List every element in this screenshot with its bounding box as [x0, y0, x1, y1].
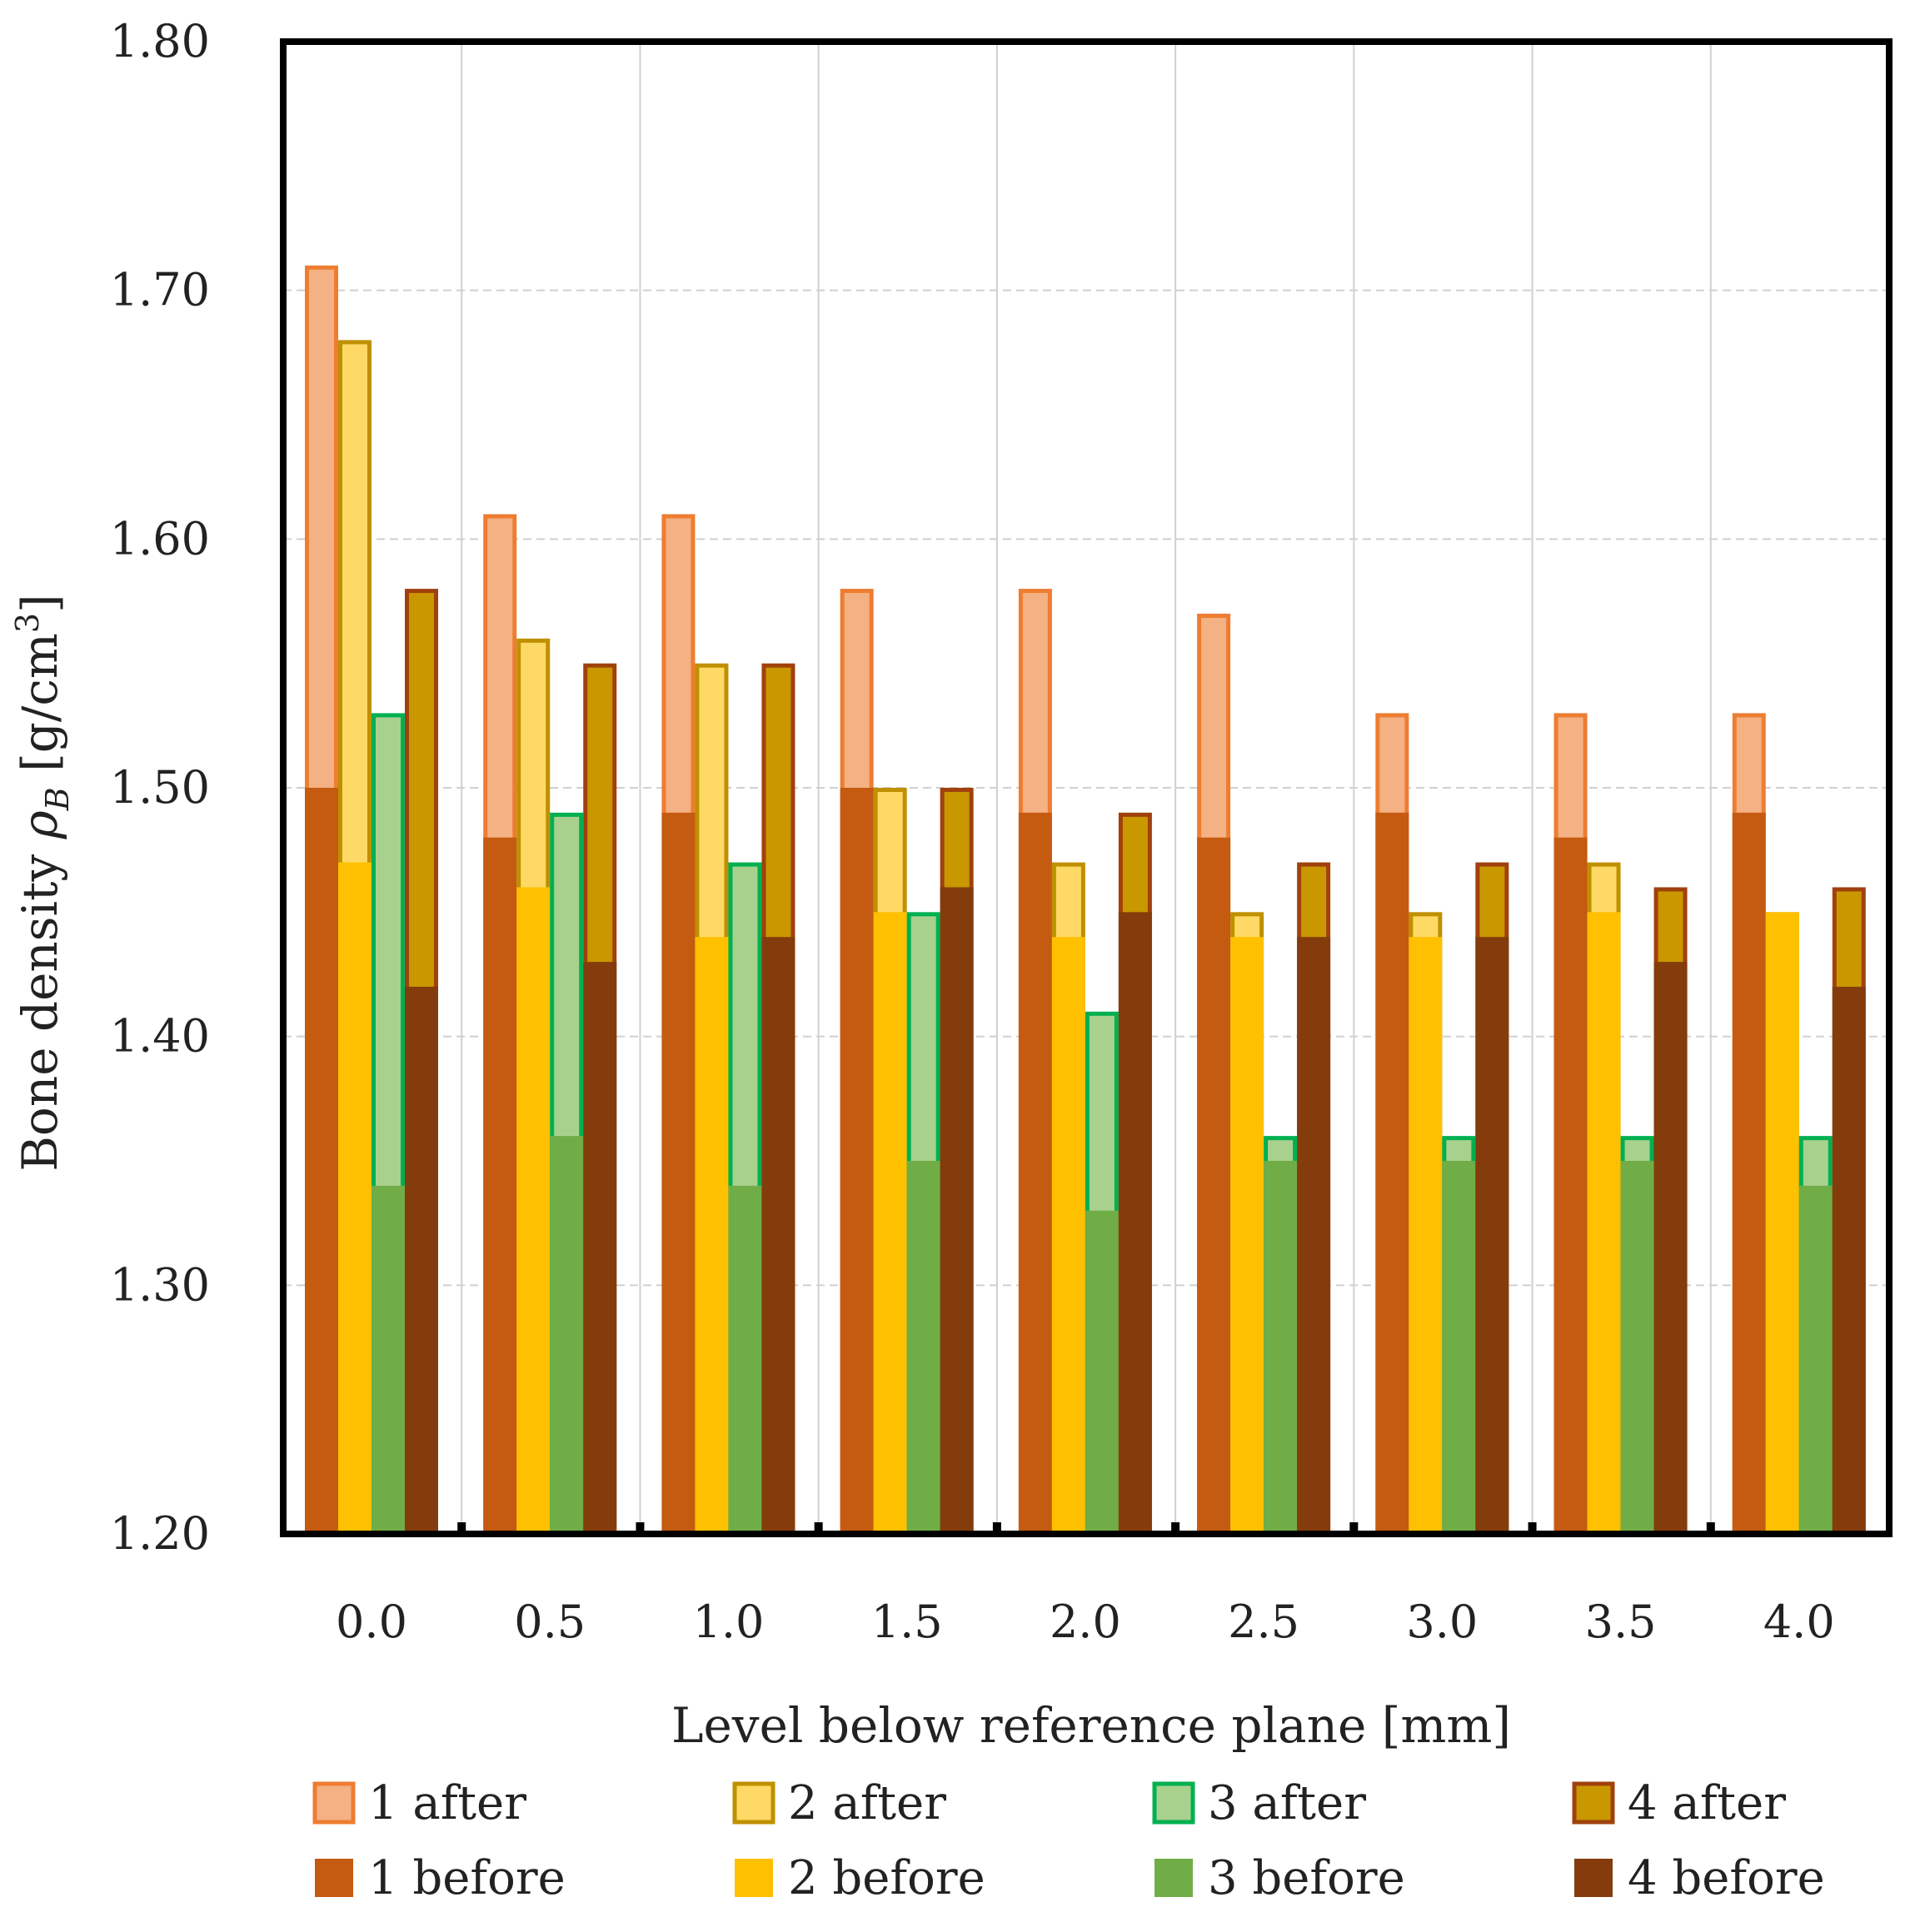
x-tick-mark: [457, 1522, 466, 1534]
legend-swatch-1-after: [312, 1781, 356, 1825]
bar-4-before-3.5: [1653, 962, 1688, 1534]
y-tick-labels: 1.20 1.30 1.40 1.50 1.60 1.70 1.80: [110, 15, 210, 1560]
legend-swatch-4-after: [1572, 1781, 1615, 1825]
x-tick-mark: [992, 1522, 1001, 1534]
y-tick-label: 1.70: [110, 264, 210, 316]
bar-4-before-2.5: [1297, 937, 1331, 1534]
legend-label-1-before: 1 before: [368, 1851, 566, 1905]
bar-3-before-0.5: [550, 1136, 584, 1534]
bar-4-before-1.0: [761, 937, 795, 1534]
bar-4-before-1.5: [940, 887, 974, 1534]
bars: [305, 265, 1866, 1536]
bar-4-before-3.0: [1475, 937, 1509, 1534]
y-tick-label: 1.60: [110, 512, 210, 565]
bar-2-before-1.0: [695, 937, 729, 1534]
bar-4-before-0.0: [405, 986, 438, 1534]
legend-swatch-4-before: [1574, 1859, 1613, 1897]
bar-2-before-0.0: [338, 862, 372, 1534]
legend-swatch-3-before: [1154, 1859, 1193, 1897]
bar-2-before-0.5: [516, 887, 551, 1534]
bar-3-before-2.5: [1264, 1161, 1298, 1534]
legend-swatch-3-after: [1152, 1781, 1195, 1825]
y-tick-label: 1.40: [110, 1010, 210, 1063]
x-tick-mark: [1706, 1522, 1715, 1534]
x-tick-marks: [457, 1522, 1715, 1534]
legend-swatch-1-before: [315, 1859, 353, 1897]
bar-1-before-1.5: [840, 788, 874, 1534]
y-tick-label: 1.80: [110, 15, 210, 67]
x-tick-mark: [1349, 1522, 1359, 1534]
x-tick-label: 2.5: [1228, 1596, 1299, 1648]
x-tick-mark: [636, 1522, 645, 1534]
legend-label-2-before: 2 before: [788, 1851, 985, 1905]
bar-3-before-1.5: [906, 1161, 940, 1534]
bar-1-before-3.5: [1553, 837, 1588, 1534]
x-tick-label: 3.0: [1406, 1596, 1478, 1648]
bar-2-before-3.0: [1409, 937, 1443, 1534]
plot-frame: [280, 38, 1893, 1537]
bar-1-before-2.0: [1018, 812, 1052, 1534]
x-tick-label: 2.0: [1050, 1596, 1121, 1648]
bar-2-before-2.0: [1051, 937, 1085, 1534]
legend-label-1-after: 1 after: [368, 1776, 526, 1830]
bar-1-before-0.5: [483, 837, 517, 1534]
legend-label-4-before: 4 before: [1628, 1851, 1825, 1905]
grid-lines: [283, 42, 1889, 1534]
bar-2-before-3.5: [1587, 912, 1621, 1534]
bar-4-before-2.0: [1118, 912, 1152, 1534]
bar-3-before-1.0: [728, 1185, 762, 1534]
x-tick-label: 0.0: [336, 1596, 407, 1648]
y-tick-label: 1.50: [110, 761, 210, 814]
x-tick-mark: [1171, 1522, 1180, 1534]
legend-label-2-after: 2 after: [788, 1776, 946, 1830]
bar-1-before-3.0: [1375, 812, 1409, 1534]
x-tick-labels: 0.0 0.5 1.0 1.5 2.0 2.5 3.0 3.5 4.0: [336, 1596, 1835, 1648]
bar-4-before-4.0: [1832, 986, 1866, 1534]
x-tick-label: 0.5: [514, 1596, 586, 1648]
bar-1-before-0.0: [305, 788, 338, 1534]
legend-label-3-after: 3 after: [1208, 1776, 1366, 1830]
bar-3-before-0.0: [372, 1185, 405, 1534]
bar-1-before-1.0: [661, 812, 696, 1534]
bar-4-before-0.5: [583, 962, 617, 1534]
legend-swatch-2-after: [732, 1781, 775, 1825]
bar-3-before-3.0: [1442, 1161, 1476, 1534]
bar-2-before-4.0: [1765, 912, 1799, 1534]
x-tick-label: 1.0: [692, 1596, 764, 1648]
bar-3-before-3.5: [1620, 1161, 1654, 1534]
y-tick-label: 1.20: [110, 1507, 210, 1560]
bar-2-before-2.5: [1230, 937, 1264, 1534]
bar-3-before-4.0: [1798, 1185, 1833, 1534]
y-tick-label: 1.30: [110, 1258, 210, 1311]
bar-1-before-2.5: [1197, 837, 1231, 1534]
legend-label-4-after: 4 after: [1628, 1776, 1786, 1830]
x-axis-title: Level below reference plane [mm]: [671, 1697, 1511, 1754]
bar-3-before-2.0: [1085, 1210, 1119, 1534]
bar-2-before-1.5: [873, 912, 907, 1534]
x-tick-label: 1.5: [871, 1596, 943, 1648]
bar-1-before-4.0: [1732, 812, 1766, 1534]
x-tick-mark: [814, 1522, 823, 1534]
x-tick-mark: [1528, 1522, 1537, 1534]
y-axis-title: Bone density ρB [g/cm3]: [9, 594, 76, 1171]
x-tick-label: 3.5: [1585, 1596, 1657, 1648]
legend-label-3-before: 3 before: [1208, 1851, 1405, 1905]
legend: 1 after 2 after 3 after 4 after 1 before 2 be…: [312, 1776, 1825, 1905]
x-tick-label: 4.0: [1763, 1596, 1835, 1648]
legend-swatch-2-before: [735, 1859, 773, 1897]
